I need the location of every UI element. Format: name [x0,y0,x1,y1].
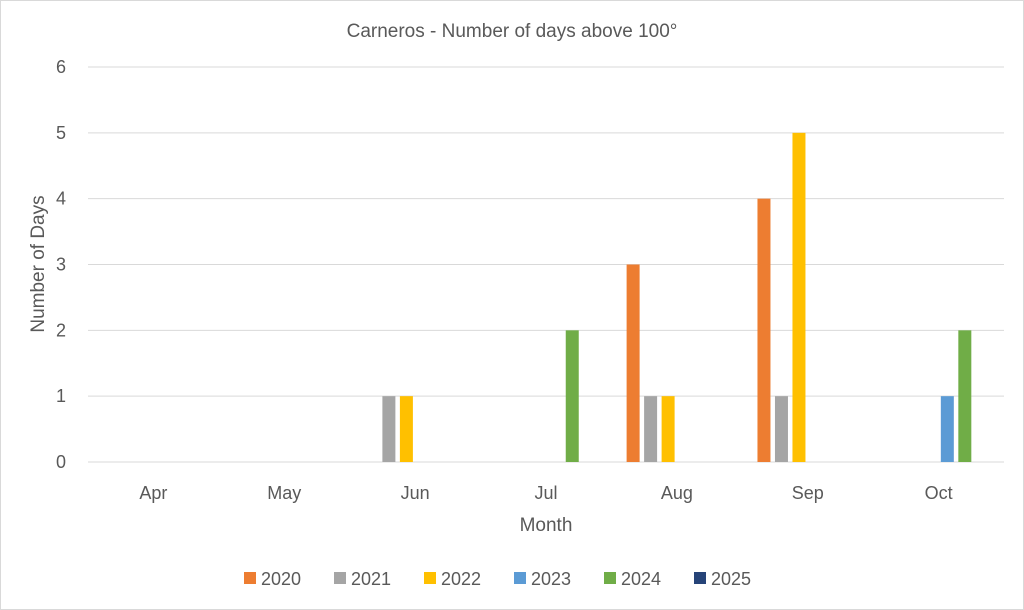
bar-2021-Jun [382,396,396,462]
legend-label-2025: 2025 [711,569,751,589]
y-tick-label: 4 [56,189,66,209]
bars [382,132,972,463]
y-tick-label: 6 [56,57,66,77]
legend-label-2024: 2024 [621,569,661,589]
legend-swatch-2020 [244,572,256,584]
legend: 2020 2021 2022 2023 2024 2025 [244,569,751,589]
bar-2020-Aug [626,264,640,462]
y-tick-label: 2 [56,320,66,340]
legend-label-2023: 2023 [531,569,571,589]
x-axis-title: Month [520,515,573,536]
bar-2022-Jun [399,396,413,462]
bar-2024-Jul [565,330,579,462]
x-tick-label: Jun [401,483,430,503]
y-axis-title: Number of Days [28,195,49,332]
x-tick-label: Jul [534,483,557,503]
legend-swatch-2022 [424,572,436,584]
bar-2021-Sep [774,396,788,462]
bar-2022-Sep [792,132,806,463]
x-tick-label: Apr [139,483,167,503]
chart-title: Carneros - Number of days above 100° [347,21,678,42]
bar-2024-Oct [958,330,972,462]
legend-swatch-2024 [604,572,616,584]
legend-label-2020: 2020 [261,569,301,589]
legend-swatch-2025 [694,572,706,584]
legend-label-2021: 2021 [351,569,391,589]
legend-swatch-2021 [334,572,346,584]
bar-2022-Aug [661,396,675,462]
bar-2023-Oct [940,396,954,462]
bar-2020-Sep [757,198,771,462]
y-axis-ticks: 0 1 2 3 4 5 6 [56,57,66,472]
y-tick-label: 5 [56,123,66,143]
y-tick-label: 3 [56,255,66,275]
y-tick-label: 1 [56,386,66,406]
x-axis-ticks: Apr May Jun Jul Aug Sep Oct [139,483,952,503]
y-tick-label: 0 [56,452,66,472]
x-tick-label: Sep [792,483,824,503]
gridlines [88,66,1004,463]
x-tick-label: May [267,483,301,503]
legend-swatch-2023 [514,572,526,584]
bar-2021-Aug [644,396,658,462]
legend-label-2022: 2022 [441,569,481,589]
x-tick-label: Aug [661,483,693,503]
x-tick-label: Oct [925,483,953,503]
